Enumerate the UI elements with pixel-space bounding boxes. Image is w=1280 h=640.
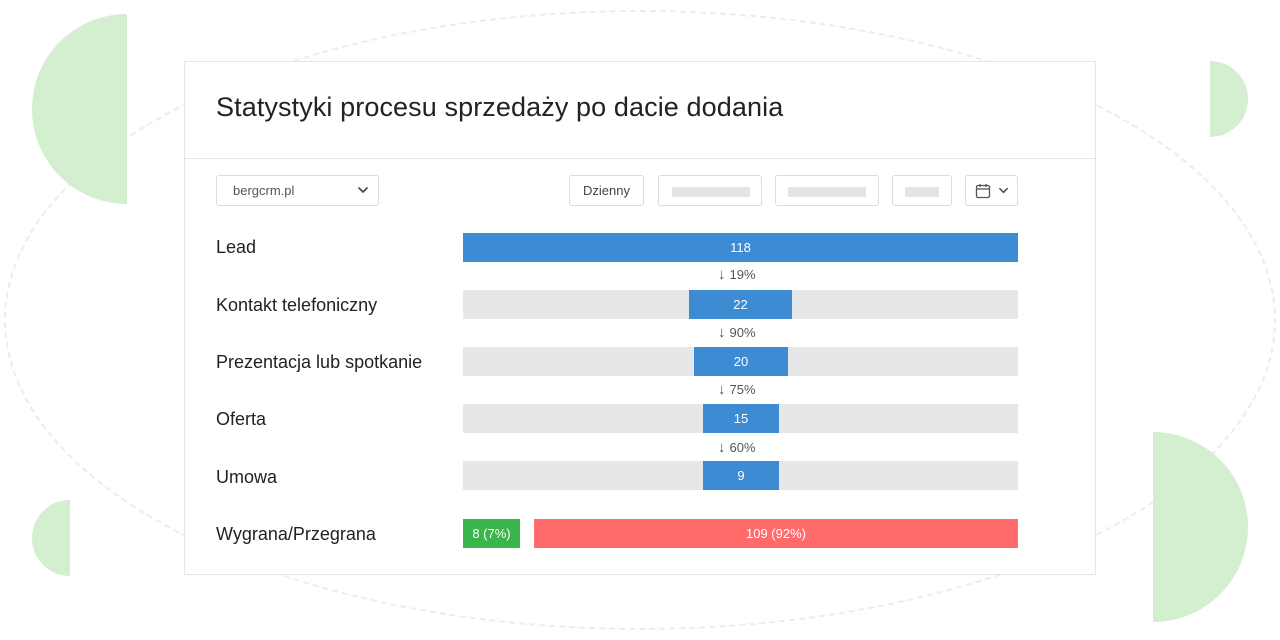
stage-value: 15 [733, 411, 749, 426]
lost-bar[interactable]: 109 (92%) [534, 519, 1018, 548]
conversion-value: 90% [729, 325, 756, 340]
stage-value: 22 [733, 297, 748, 312]
stage-label-presentation: Prezentacja lub spotkanie [216, 352, 423, 372]
placeholder-bar [788, 187, 866, 197]
background-dashed-ellipse [4, 10, 1276, 630]
lost-value: 109 (92%) [746, 526, 806, 541]
stage-label-won-lost: Wygrana/Przegrana [216, 524, 376, 544]
won-bar[interactable]: 8 (7%) [463, 519, 520, 548]
date-range-button[interactable] [965, 175, 1018, 206]
conversion-rate: ↓ 60% [718, 439, 756, 456]
calendar-icon [975, 184, 991, 199]
conversion-rate: ↓ 90% [718, 324, 756, 341]
site-select-value: bergcrm.pl [233, 183, 295, 198]
placeholder-bar [905, 187, 939, 197]
stage-track: 20 [463, 347, 1018, 376]
decorative-shape [32, 500, 70, 576]
decorative-shape [1210, 61, 1248, 137]
conversion-value: 60% [729, 440, 756, 455]
stage-bar-offer[interactable]: 15 [703, 404, 779, 433]
stage-bar-presentation[interactable]: 20 [694, 347, 788, 376]
chevron-down-icon [358, 187, 368, 193]
arrow-down-icon: ↓ [718, 439, 726, 456]
arrow-down-icon: ↓ [718, 381, 726, 398]
won-value: 8 (7%) [472, 526, 511, 541]
period-daily-button[interactable]: Dzienny [569, 175, 644, 206]
stage-value: 118 [730, 240, 751, 255]
stage-track: 22 [463, 290, 1018, 319]
placeholder-bar [672, 187, 750, 197]
stage-track: 9 [463, 461, 1018, 490]
decorative-shape [32, 14, 127, 204]
site-select[interactable]: bergcrm.pl [216, 175, 379, 206]
stage-label-lead: Lead [216, 237, 257, 257]
arrow-down-icon: ↓ [718, 266, 726, 283]
stage-value: 20 [733, 354, 749, 369]
stage-label-phone-contact: Kontakt telefoniczny [216, 295, 378, 315]
filter-placeholder-button[interactable] [658, 175, 762, 206]
chevron-down-icon [999, 187, 1008, 194]
divider [185, 158, 1095, 159]
filter-placeholder-button[interactable] [775, 175, 879, 206]
stage-bar-contract[interactable]: 9 [703, 461, 779, 490]
conversion-value: 19% [729, 267, 756, 282]
conversion-rate: ↓ 19% [718, 266, 756, 283]
stage-track: 15 [463, 404, 1018, 433]
stage-label-contract: Umowa [216, 467, 278, 487]
conversion-rate: ↓ 75% [718, 381, 756, 398]
filter-placeholder-button[interactable] [892, 175, 952, 206]
arrow-down-icon: ↓ [718, 324, 726, 341]
decorative-shape [1153, 432, 1248, 622]
stage-label-offer: Oferta [216, 409, 267, 429]
card-title: Statystyki procesu sprzedaży po dacie do… [216, 92, 784, 122]
sales-funnel-card: Statystyki procesu sprzedaży po dacie do… [184, 61, 1096, 575]
stage-track: 118 [463, 233, 1018, 262]
stage-bar-phone-contact[interactable]: 22 [689, 290, 792, 319]
stage-bar-lead[interactable]: 118 [463, 233, 1018, 262]
conversion-value: 75% [729, 382, 756, 397]
stage-value: 9 [737, 468, 745, 483]
